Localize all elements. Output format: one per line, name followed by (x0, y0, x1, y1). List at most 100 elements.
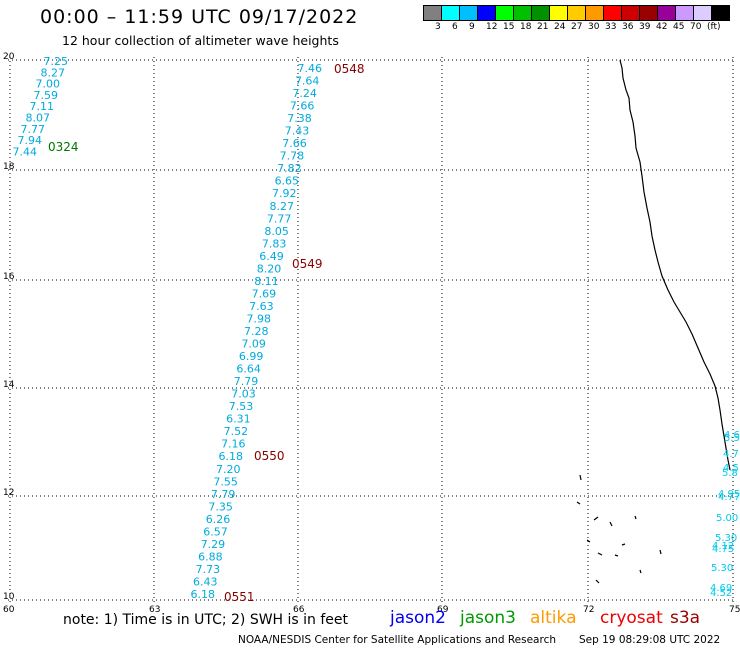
wave-height-value: 5.30 (711, 563, 733, 574)
wave-height-value: 7.63 (249, 300, 274, 313)
y-tick-label: 12 (3, 488, 14, 498)
pass-time-label: 0551 (224, 590, 255, 604)
coastline (619, 59, 731, 471)
track-west: 7.258.277.007.597.118.077.777.947.44 0324 (13, 55, 79, 158)
wave-height-value: 7.46 (298, 62, 323, 75)
wave-height-value: 6.65 (275, 175, 300, 188)
x-tick-label: 75 (729, 605, 740, 615)
wave-height-value: 7.44 (13, 145, 38, 158)
pass-time-label: 0548 (334, 62, 365, 76)
wave-height-value: 6.49 (259, 250, 284, 263)
pass-time-label: 0550 (254, 449, 285, 463)
legend-label: (ft) (707, 22, 721, 32)
wave-height-value: 4.52 (710, 588, 732, 599)
legend-swatch (711, 5, 730, 21)
wave-height-value: 4.6 (724, 430, 740, 441)
legend-label: 24 (554, 22, 566, 32)
wave-height-value: 7.77 (21, 123, 46, 136)
x-tick-label: 60 (3, 605, 15, 615)
wave-height-value: 7.03 (231, 388, 256, 401)
island (576, 501, 581, 505)
wave-height-value: 4.77 (718, 492, 740, 503)
pass-time-label: 0549 (292, 257, 323, 271)
pass-time-label: 0324 (48, 140, 79, 154)
legend-label: 30 (588, 22, 600, 32)
legend-label: 33 (605, 22, 617, 32)
legend-label: 27 (571, 22, 583, 32)
map-title: 00:00 – 11:59 UTC 09/17/2022 (40, 6, 359, 28)
legend-label: 70 (690, 22, 702, 32)
wave-height-value: 7.69 (252, 287, 277, 300)
legend-label: 12 (486, 22, 498, 32)
wave-height-value: 7.25 (44, 55, 69, 68)
legend-label: 15 (503, 22, 515, 32)
map-subtitle: 12 hour collection of altimeter wave hei… (62, 33, 339, 48)
legend-label: 42 (656, 22, 668, 32)
island (595, 579, 600, 584)
satellite-name-jason3: jason3 (460, 608, 516, 628)
wave-height-value: 8.07 (26, 112, 51, 125)
wave-height-value: 7.11 (30, 100, 55, 113)
wave-height-value: 7.73 (196, 563, 221, 576)
wave-height-value: 7.53 (229, 400, 254, 413)
legend-label: 36 (622, 22, 634, 32)
y-tick-label: 18 (3, 162, 15, 172)
wave-height-value: 6.99 (239, 350, 264, 363)
track-east: 4.65.54.74.55.84.954.775.005.304.124.755… (710, 430, 740, 599)
axis-tick-labels: 60 63 66 69 72 75 20 18 16 14 12 10 (3, 52, 740, 615)
wave-height-value: 7.38 (287, 112, 312, 125)
island (593, 516, 599, 521)
x-tick-label: 63 (149, 605, 160, 615)
wave-height-value: 4.69 (710, 583, 732, 594)
wave-height-value: 6.18 (191, 588, 216, 601)
legend-label: 9 (469, 22, 475, 32)
wave-height-value: 7.16 (221, 438, 246, 451)
wave-height-value: 7.79 (211, 488, 236, 501)
color-scale-legend (423, 5, 730, 21)
wave-height-value: 7.24 (292, 87, 317, 100)
wave-height-value: 7.77 (267, 212, 292, 225)
wave-height-value: 6.64 (236, 363, 261, 376)
wave-height-value: 6.43 (193, 575, 218, 588)
x-tick-label: 69 (437, 605, 449, 615)
island (659, 549, 662, 555)
wave-height-value: 6.18 (219, 450, 244, 463)
legend-label: 6 (452, 22, 458, 32)
generated-timestamp: Sep 19 08:29:08 UTC 2022 (579, 634, 721, 646)
satellite-name-jason2: jason2 (390, 608, 446, 628)
island (614, 554, 619, 557)
wave-height-value: 6.88 (198, 550, 223, 563)
wave-height-value: 8.05 (264, 225, 289, 238)
wave-height-value: 4.95 (718, 489, 740, 500)
y-tick-label: 16 (3, 272, 15, 282)
wave-height-value: 7.00 (36, 78, 61, 91)
credit-text: NOAA/NESDIS Center for Satellite Applica… (238, 634, 556, 646)
lat-lon-grid (8, 57, 735, 602)
satellite-name-cryosat: cryosat (600, 608, 663, 628)
small-islands (576, 474, 662, 584)
wave-height-value: 6.26 (206, 513, 231, 526)
y-tick-label: 14 (3, 380, 15, 390)
footer-note: note: 1) Time is in UTC; 2) SWH is in fe… (63, 612, 349, 628)
wave-height-value: 7.98 (247, 312, 272, 325)
wave-height-value: 6.57 (203, 525, 228, 538)
wave-height-value: 4.7 (723, 449, 739, 460)
wave-height-value: 7.66 (282, 137, 307, 150)
satellite-name-s3a: s3a (670, 608, 701, 628)
wave-height-value: 5.00 (716, 513, 738, 524)
legend-label: 21 (537, 22, 549, 32)
island (597, 552, 603, 556)
wave-height-value: 7.79 (234, 375, 259, 388)
wave-height-value: 7.52 (224, 425, 249, 438)
wave-height-value: 7.94 (18, 134, 43, 147)
wave-height-value: 6.31 (226, 413, 251, 426)
island (586, 539, 591, 543)
wave-height-value: 4.75 (712, 544, 734, 555)
wave-height-value: 7.66 (290, 100, 315, 113)
wave-height-value: 7.92 (272, 187, 297, 200)
wave-height-value: 7.78 (280, 150, 305, 163)
wave-height-value: 7.83 (262, 237, 287, 250)
wave-height-value: 8.27 (41, 66, 66, 79)
wave-height-value: 7.64 (295, 75, 320, 88)
island (609, 521, 613, 527)
